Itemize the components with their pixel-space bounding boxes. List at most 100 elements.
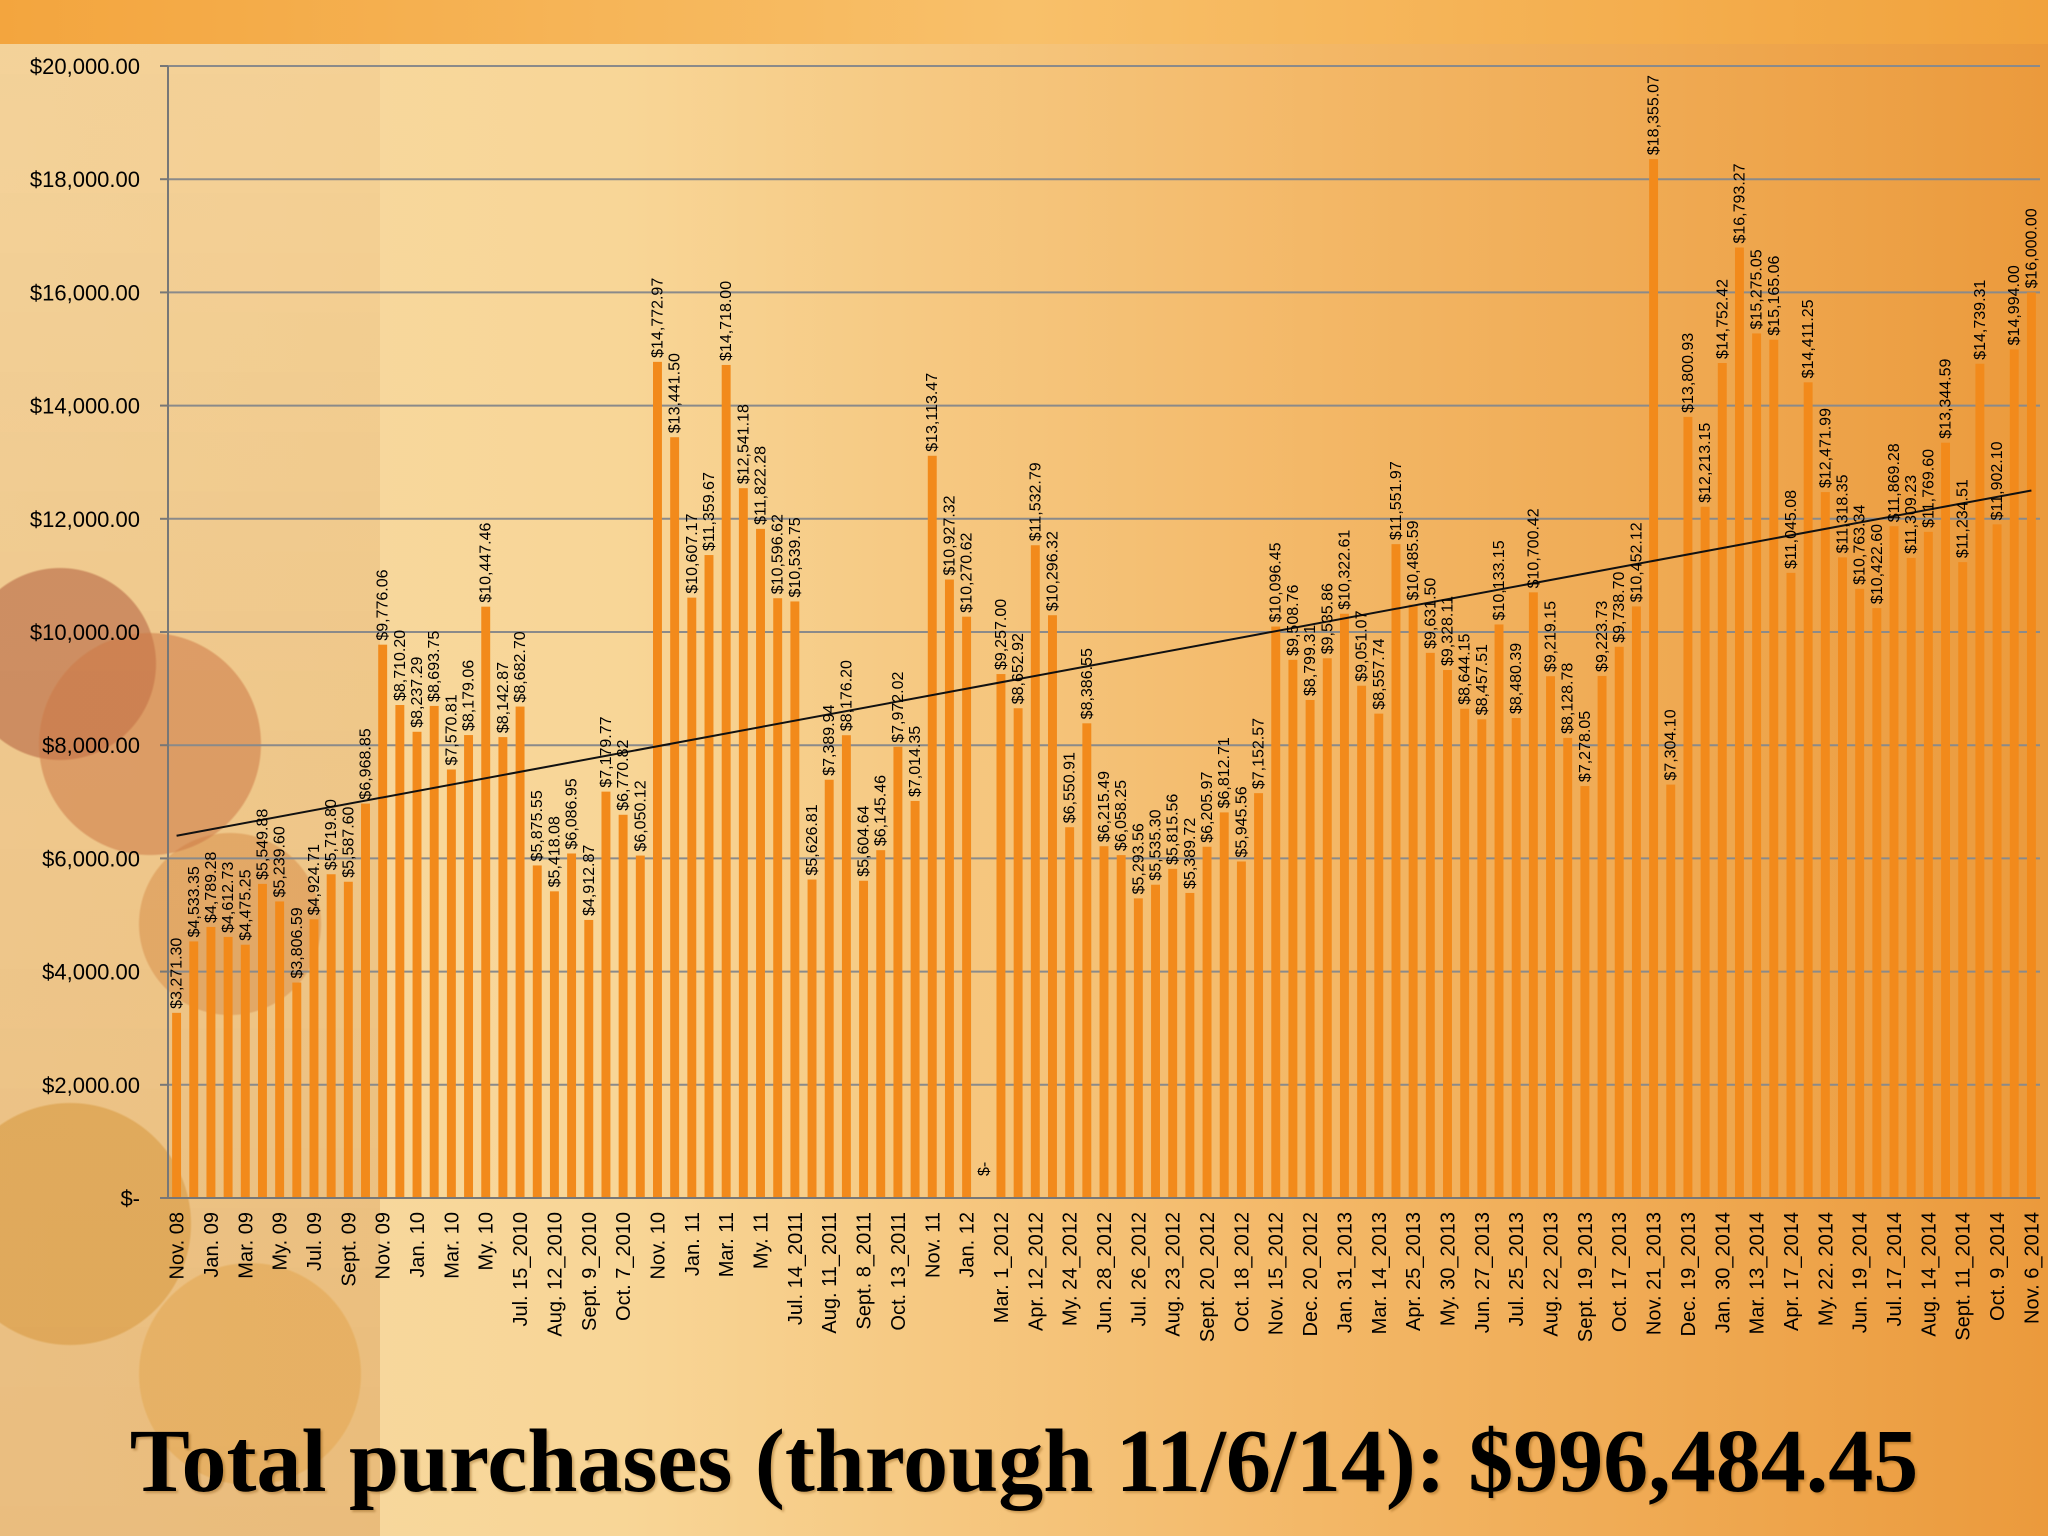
bar <box>1563 737 1573 1198</box>
bar <box>1769 339 1779 1198</box>
bar <box>704 555 714 1198</box>
value-label: $6,205.97 <box>1199 771 1216 842</box>
y-tick-label: $6,000.00 <box>42 846 140 871</box>
value-label: $6,968.85 <box>358 728 375 799</box>
bar <box>635 855 645 1198</box>
bar <box>1185 892 1195 1198</box>
bar <box>395 705 405 1198</box>
value-label: $10,447.46 <box>478 522 495 602</box>
value-label: $8,386.55 <box>1079 648 1096 719</box>
x-tick-label: Sept. 09 <box>338 1212 360 1287</box>
x-tick-label: My. 10 <box>476 1212 498 1271</box>
value-label: $5,587.60 <box>340 806 357 877</box>
x-tick-label: Jul. 26_2012 <box>1128 1212 1150 1327</box>
value-label: $7,389.94 <box>821 704 838 775</box>
value-label: $8,682.70 <box>512 631 529 702</box>
value-label: $13,800.93 <box>1680 333 1697 413</box>
x-tick-label: Apr. 17_2014 <box>1781 1212 1803 1331</box>
bars <box>172 159 2036 1199</box>
bar <box>2026 292 2036 1198</box>
value-label: $10,485.59 <box>1405 520 1422 600</box>
bar <box>687 597 697 1198</box>
x-tick-label: Dec. 20_2012 <box>1300 1212 1322 1337</box>
x-tick-label: Mar. 09 <box>235 1212 257 1279</box>
bar <box>1941 442 1951 1199</box>
bar <box>1339 613 1349 1198</box>
bar <box>738 488 748 1199</box>
value-label: $10,096.45 <box>1268 542 1285 622</box>
value-label: $11,359.67 <box>701 472 718 551</box>
bar <box>326 874 336 1198</box>
value-label: $7,304.10 <box>1663 709 1680 780</box>
value-label: $8,179.06 <box>461 660 478 731</box>
x-tick-label: Jan. 31_2013 <box>1334 1212 1356 1333</box>
bar <box>807 879 817 1198</box>
x-tick-label: My. 30_2013 <box>1437 1212 1459 1326</box>
bar <box>464 735 474 1198</box>
value-label: $10,539.75 <box>787 517 804 597</box>
bar <box>1116 855 1126 1198</box>
value-label: $10,700.42 <box>1525 508 1542 588</box>
value-label: $9,738.70 <box>1611 572 1628 643</box>
value-label: $14,718.00 <box>718 281 735 361</box>
value-label: $9,776.06 <box>375 569 392 640</box>
value-label: $13,113.47 <box>924 373 941 452</box>
bar <box>549 891 559 1198</box>
value-label: $5,239.60 <box>272 826 289 897</box>
x-tick-label: Jul. 14_2011 <box>785 1212 807 1325</box>
value-label: $11,769.60 <box>1920 449 1937 528</box>
bar <box>1528 592 1538 1198</box>
bar <box>2009 349 2019 1198</box>
x-tick-label: Jul. 09 <box>304 1212 326 1271</box>
bar <box>601 791 611 1198</box>
value-label: $13,441.50 <box>667 353 684 433</box>
bar <box>756 528 765 1198</box>
value-label: $11,309.23 <box>1903 475 1920 554</box>
x-tick-label: Jul. 15_2010 <box>510 1212 532 1327</box>
x-tick-label: Jun. 27_2013 <box>1472 1212 1494 1333</box>
value-label: $6,086.95 <box>564 778 581 849</box>
bar <box>481 606 491 1198</box>
value-label: $14,994.00 <box>2006 265 2023 345</box>
value-label: $8,652.92 <box>1010 633 1027 704</box>
bar <box>790 601 800 1198</box>
value-label: $5,945.56 <box>1233 786 1250 857</box>
value-label: $7,179.77 <box>598 716 615 787</box>
x-tick-label: Aug. 23_2012 <box>1163 1212 1185 1337</box>
value-label: $8,644.15 <box>1457 633 1474 704</box>
y-tick-label: $20,000.00 <box>30 54 140 79</box>
x-tick-label: Nov. 6_2014 <box>2021 1212 2043 1324</box>
value-label: $11,234.51 <box>1955 479 1972 558</box>
trendline <box>176 489 2032 837</box>
bar <box>189 941 199 1198</box>
value-label: $5,815.56 <box>1165 794 1182 865</box>
value-label: $4,475.25 <box>237 869 254 940</box>
value-label: $10,422.60 <box>1869 524 1886 604</box>
bar <box>1477 719 1487 1198</box>
y-axis: $- $2,000.00 $4,000.00 $6,000.00 $8,000.00 $1… <box>30 54 169 1211</box>
x-tick-label: Oct. 7_2010 <box>613 1212 635 1321</box>
bar <box>584 919 594 1198</box>
value-label: $8,693.75 <box>426 631 443 702</box>
value-labels: $3,271.30$4,533.35 $4,789.28 $4,612.73 $4,4… <box>169 75 2041 1176</box>
x-tick-label: My. 11 <box>751 1212 773 1269</box>
y-tick-label: $18,000.00 <box>30 167 140 192</box>
value-label: $11,045.08 <box>1783 490 1800 569</box>
value-label: $5,875.55 <box>529 790 546 861</box>
x-tick-label: Aug. 14_2014 <box>1918 1212 1940 1337</box>
value-label: $5,719.80 <box>323 799 340 870</box>
value-label: $6,215.49 <box>1096 771 1113 842</box>
value-label: $15,165.06 <box>1766 255 1783 335</box>
bar <box>1168 868 1178 1198</box>
bar <box>172 1012 182 1198</box>
value-label: $7,570.81 <box>443 694 460 765</box>
bar <box>446 769 456 1198</box>
x-tick-label: My. 24_2012 <box>1060 1212 1082 1326</box>
value-label: $5,293.56 <box>1130 823 1147 894</box>
value-label: $14,752.42 <box>1714 279 1731 359</box>
value-label: $4,912.87 <box>581 845 598 916</box>
x-tick-label: Nov. 21_2013 <box>1644 1212 1666 1335</box>
bar <box>361 803 370 1198</box>
value-label: $8,710.20 <box>392 630 409 701</box>
bar <box>1151 884 1160 1198</box>
